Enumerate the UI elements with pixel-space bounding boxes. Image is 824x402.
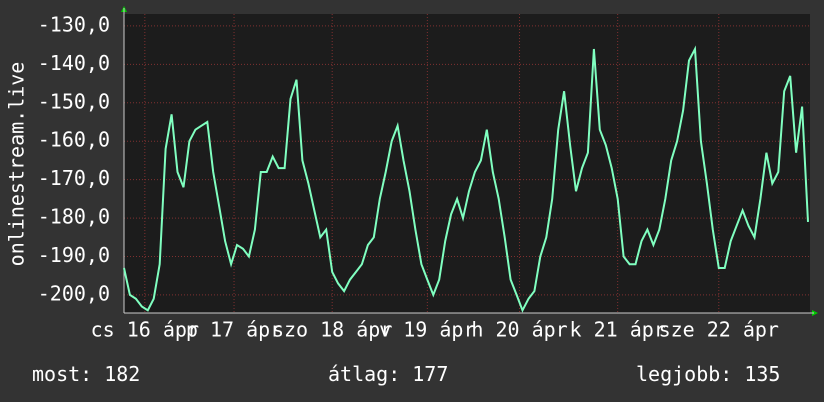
x-tick-label: p 17 ápr [186, 318, 282, 342]
stat-value: 135 [744, 362, 780, 386]
stat: átlag: 177 [328, 362, 448, 386]
x-axis-arrow [812, 310, 818, 316]
data-line [123, 45, 809, 313]
y-tick-label: -200,0 [38, 281, 110, 305]
stat: legjobb: 135 [636, 362, 780, 386]
y-tick-label: -160,0 [38, 128, 110, 152]
y-axis-label: onlinestream.live [5, 62, 29, 267]
y-tick-label: -170,0 [38, 166, 110, 190]
stat-value: 177 [412, 362, 448, 386]
y-tick-label: -140,0 [38, 51, 110, 75]
stat: most: 182 [32, 362, 140, 386]
stat-label: legjobb: [636, 362, 732, 386]
stat-value: 182 [104, 362, 140, 386]
x-tick-label: h 20 ápr [471, 318, 567, 342]
stat-label: most: [32, 362, 92, 386]
y-tick-label: -180,0 [38, 205, 110, 229]
y-tick-label: -130,0 [38, 12, 110, 36]
plot-area [124, 14, 810, 313]
y-tick-label: -150,0 [38, 89, 110, 113]
x-tick-label: szo 18 ápr [272, 318, 392, 342]
y-tick-label: -190,0 [38, 243, 110, 267]
x-tick-label: v 19 ápr [379, 318, 475, 342]
x-tick-label: sze 22 ápr [659, 318, 779, 342]
stat-label: átlag: [328, 362, 400, 386]
x-tick-label: k 21 ápr [570, 318, 666, 342]
x-tick-label: cs 16 ápr [91, 318, 199, 342]
